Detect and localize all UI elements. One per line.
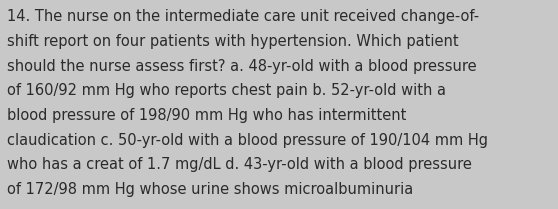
- Text: of 160/92 mm Hg who reports chest pain b. 52-yr-old with a: of 160/92 mm Hg who reports chest pain b…: [7, 83, 446, 98]
- Text: of 172/98 mm Hg whose urine shows microalbuminuria: of 172/98 mm Hg whose urine shows microa…: [7, 182, 413, 197]
- Text: claudication c. 50-yr-old with a blood pressure of 190/104 mm Hg: claudication c. 50-yr-old with a blood p…: [7, 133, 488, 148]
- Text: 14. The nurse on the intermediate care unit received change-of-: 14. The nurse on the intermediate care u…: [7, 9, 479, 24]
- Text: shift report on four patients with hypertension. Which patient: shift report on four patients with hyper…: [7, 34, 459, 49]
- Text: blood pressure of 198/90 mm Hg who has intermittent: blood pressure of 198/90 mm Hg who has i…: [7, 108, 407, 123]
- Text: should the nurse assess first? a. 48-yr-old with a blood pressure: should the nurse assess first? a. 48-yr-…: [7, 59, 477, 74]
- Text: who has a creat of 1.7 mg/dL d. 43-yr-old with a blood pressure: who has a creat of 1.7 mg/dL d. 43-yr-ol…: [7, 157, 472, 172]
